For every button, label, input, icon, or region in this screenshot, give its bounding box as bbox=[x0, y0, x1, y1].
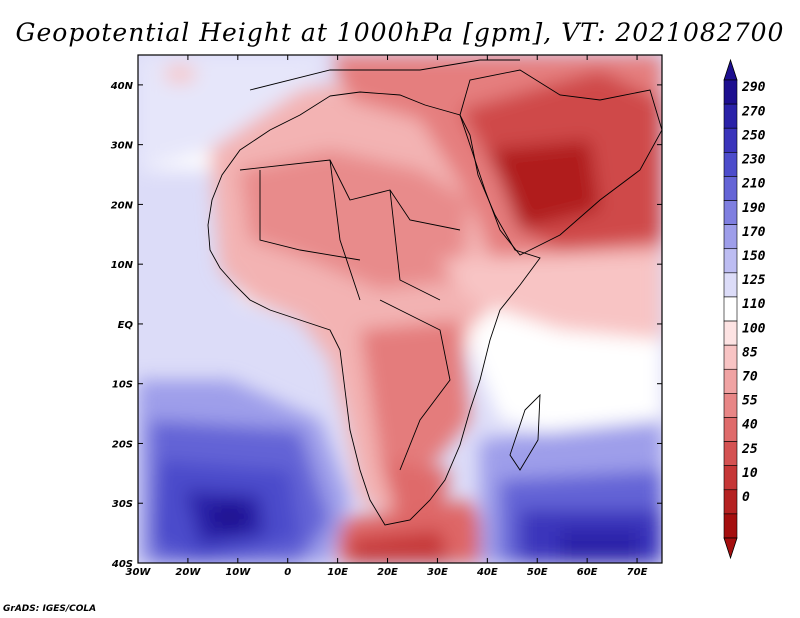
colorbar-segment bbox=[723, 224, 738, 250]
colorbar-label: 290 bbox=[741, 80, 766, 95]
colorbar-label: 70 bbox=[742, 369, 758, 384]
colorbar-label: 125 bbox=[742, 273, 766, 288]
colorbar-label: 0 bbox=[742, 490, 750, 505]
colorbar-segment bbox=[723, 489, 738, 515]
colorbar-label: 55 bbox=[742, 394, 758, 409]
colorbar-segment bbox=[723, 441, 738, 466]
colorbar-segment bbox=[723, 393, 738, 418]
colorbar-label: 100 bbox=[742, 321, 766, 336]
colorbar-segment bbox=[723, 79, 738, 105]
colorbar-label: 210 bbox=[741, 177, 766, 192]
lat-tick-label: 20N bbox=[111, 200, 134, 211]
map-frame bbox=[137, 54, 663, 564]
colorbar-label: 25 bbox=[741, 442, 758, 457]
lon-tick-label: 40E bbox=[476, 567, 498, 578]
lon-tick-label: 70E bbox=[627, 567, 648, 578]
colorbar-segment bbox=[723, 103, 738, 129]
credit-text: GrADS: IGES/COLA bbox=[3, 604, 97, 614]
colorbar-segment bbox=[723, 465, 738, 491]
colorbar-arrow-bottom bbox=[723, 537, 738, 560]
colorbar-segment bbox=[723, 127, 738, 153]
colorbar-segment bbox=[723, 344, 738, 370]
colorbar-label: 270 bbox=[741, 104, 766, 119]
colorbar-segment bbox=[723, 176, 738, 201]
colorbar-segment bbox=[723, 152, 738, 177]
colorbar-label: 250 bbox=[741, 128, 766, 143]
lon-tick-label: 20E bbox=[377, 567, 398, 578]
colorbar-label: 230 bbox=[741, 153, 766, 168]
colorbar-label: 190 bbox=[742, 201, 766, 216]
map-axes: 30W 20W 10W 0 10E 20E 30E 40E 50E 60E 70E 40N 30N 20N… bbox=[110, 55, 662, 578]
height-field bbox=[138, 55, 662, 563]
lat-tick-label: 30S bbox=[112, 499, 133, 510]
lon-tick-label: 60E bbox=[577, 567, 598, 578]
lon-tick-label: 10W bbox=[225, 567, 251, 578]
lat-tick-label: 40N bbox=[110, 81, 134, 92]
colorbar-label: 10 bbox=[742, 466, 758, 481]
lat-tick-label: 30N bbox=[111, 141, 134, 152]
chart-title: Geopotential Height at 1000hPa [gpm], VT… bbox=[15, 18, 785, 47]
colorbar-label: 150 bbox=[742, 249, 766, 264]
colorbar-segment bbox=[723, 513, 738, 539]
lon-tick-label: 50E bbox=[527, 567, 548, 578]
colorbar-segment bbox=[723, 368, 738, 394]
lon-tick-label: 10E bbox=[327, 567, 348, 578]
colorbar-segment bbox=[723, 248, 738, 274]
colorbar-segment bbox=[723, 200, 738, 225]
colorbar-segment bbox=[723, 417, 738, 442]
colorbar-label: 40 bbox=[742, 418, 758, 433]
colorbar: 2902702502302101901701501251101008570554… bbox=[723, 58, 766, 560]
colorbar-segment bbox=[723, 272, 738, 298]
colorbar-label: 85 bbox=[742, 345, 758, 360]
lat-tick-label: 10N bbox=[111, 260, 134, 271]
lat-tick-label: 10S bbox=[112, 380, 133, 391]
colorbar-segment bbox=[723, 320, 738, 346]
lon-tick-label: 30E bbox=[427, 567, 448, 578]
colorbar-arrow-top bbox=[723, 58, 738, 81]
colorbar-segment bbox=[723, 296, 738, 322]
lat-tick-label: 40S bbox=[111, 559, 133, 570]
lon-tick-label: 0 bbox=[284, 567, 291, 578]
lon-tick-label: 20W bbox=[175, 567, 201, 578]
lat-tick-label: 20S bbox=[112, 439, 133, 450]
colorbar-label: 110 bbox=[742, 297, 766, 312]
coastlines bbox=[207, 59, 662, 526]
lon-tick-label: 30W bbox=[126, 567, 152, 578]
colorbar-label: 170 bbox=[742, 225, 766, 240]
lat-tick-label: EQ bbox=[118, 320, 134, 331]
